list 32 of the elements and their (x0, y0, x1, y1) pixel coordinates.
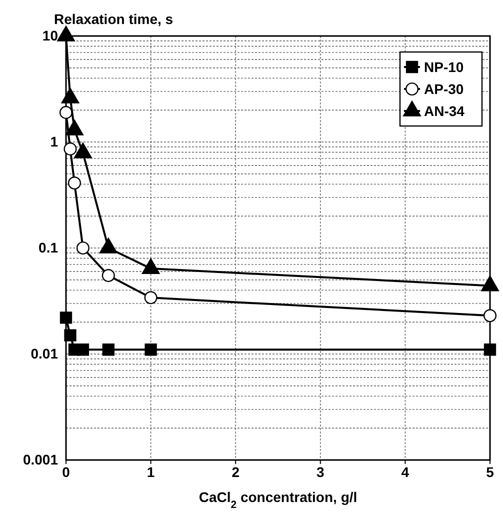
point (60, 312, 72, 324)
x-tick-label: 1 (146, 464, 155, 480)
y-tick-label: 0.01 (30, 345, 58, 362)
x-axis-title: CaCl$_{2}$ concentration, g/l (198, 489, 358, 511)
legend-label: AP-30 (424, 81, 464, 97)
point (66, 120, 84, 136)
y-tick-label: 1 (50, 133, 58, 150)
point (102, 344, 114, 356)
x-tick-label: 4 (401, 464, 410, 480)
y-axis-title: Relaxation time, s (54, 11, 174, 27)
y-tick-label: 0.001 (22, 451, 58, 468)
point (68, 176, 81, 190)
x-tick-label: 3 (316, 464, 324, 480)
x-tick-label: 0 (62, 464, 70, 480)
y-tick-label: 10 (42, 27, 58, 44)
x-tick-label: 5 (486, 464, 494, 480)
point (102, 269, 115, 282)
legend-label: AN-34 (424, 103, 465, 119)
point (74, 142, 92, 158)
point (64, 329, 76, 342)
point (76, 344, 90, 356)
point (76, 241, 90, 255)
point (61, 88, 80, 104)
point (484, 344, 496, 356)
point (64, 142, 77, 156)
x-tick-label: 2 (232, 464, 240, 480)
point (144, 291, 158, 304)
point (483, 309, 497, 322)
point (57, 26, 75, 42)
legend-label: NP-10 (424, 59, 464, 75)
point (144, 344, 157, 356)
y-tick-label: 0.1 (38, 239, 58, 256)
